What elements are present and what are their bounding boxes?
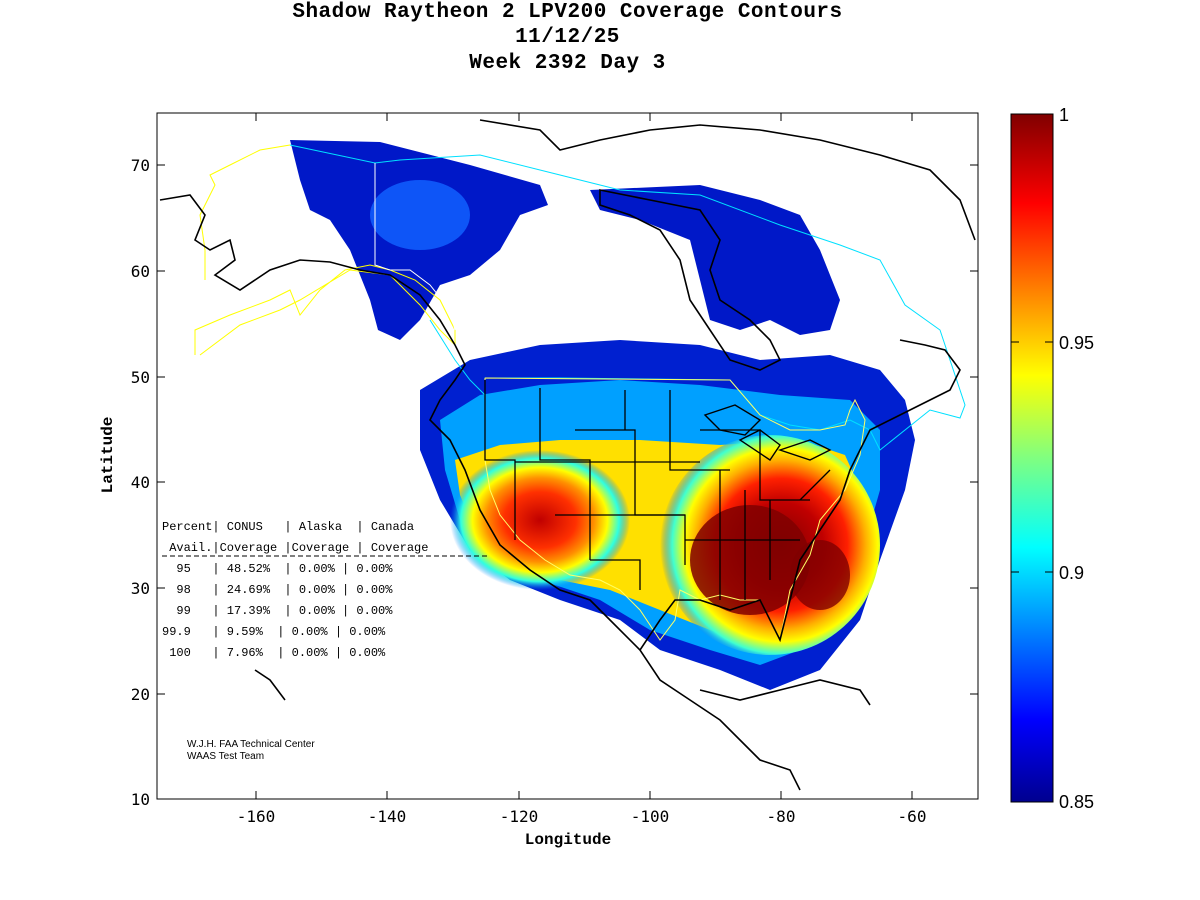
y-tick-label: 10 [131, 790, 150, 809]
y-tick-label: 70 [131, 156, 150, 175]
x-tick-label: -160 [237, 807, 276, 826]
stats-row: 99.9 | 9.59% | 0.00% | 0.00% [162, 625, 386, 639]
y-tick-label: 20 [131, 685, 150, 704]
stats-row: 99 | 17.39% | 0.00% | 0.00% [162, 604, 393, 618]
x-axis-title: Longitude [525, 831, 611, 849]
y-tick-label: 40 [131, 473, 150, 492]
stats-row: 100 | 7.96% | 0.00% | 0.00% [162, 646, 386, 660]
alaska-service-outline-west [199, 144, 291, 280]
stats-header-1: Percent| CONUS | Alaska | Canada [162, 520, 414, 534]
coverage-field [159, 119, 976, 791]
x-tick-label: -80 [767, 807, 796, 826]
y-tick-label: 50 [131, 368, 150, 387]
conus-service-outline [484, 377, 866, 642]
alaska-coverage-core [370, 180, 470, 250]
great-lakes [703, 404, 832, 461]
y-axis-title: Latitude [99, 417, 117, 494]
colorbar-ticks [1011, 341, 1053, 573]
chart-title: Shadow Raytheon 2 LPV200 Coverage Contou… [292, 1, 843, 24]
stats-row: 95 | 48.52% | 0.00% | 0.00% [162, 562, 393, 576]
x-tick-label: -140 [368, 807, 407, 826]
y-tick-label: 30 [131, 579, 150, 598]
x-tick-label: -100 [631, 807, 670, 826]
y-tick-label: 60 [131, 262, 150, 281]
x-tick-label: -120 [500, 807, 539, 826]
colorbar-label-max: 1 [1059, 105, 1069, 125]
colorbar-label: 0.95 [1059, 333, 1094, 353]
coverage-stats-table: Percent| CONUS | Alaska | Canada Avail.|… [162, 520, 490, 660]
state-borders [484, 380, 831, 600]
bc-border-outline [374, 163, 456, 331]
stats-header-2: Avail.|Coverage |Coverage | Coverage [162, 541, 428, 555]
colorbar-label: 0.9 [1059, 563, 1084, 583]
hudson-coverage-region [590, 185, 840, 335]
stats-row: 98 | 24.69% | 0.00% | 0.00% [162, 583, 393, 597]
colorbar-label-min: 0.85 [1059, 792, 1094, 812]
colorbar [1010, 113, 1054, 803]
west-hot-zone [450, 450, 630, 590]
x-tick-label: -60 [898, 807, 927, 826]
credit-line-1: W.J.H. FAA Technical Center [187, 739, 315, 750]
alaska-service-outline [194, 264, 456, 356]
coastlines [159, 119, 976, 791]
axis-ticks [157, 113, 978, 799]
chart-week-day: Week 2392 Day 3 [469, 52, 666, 75]
atlantic-peak-zone [790, 540, 850, 610]
chart-date: 11/12/25 [515, 26, 620, 49]
credit-line-2: WAAS Test Team [187, 751, 264, 762]
